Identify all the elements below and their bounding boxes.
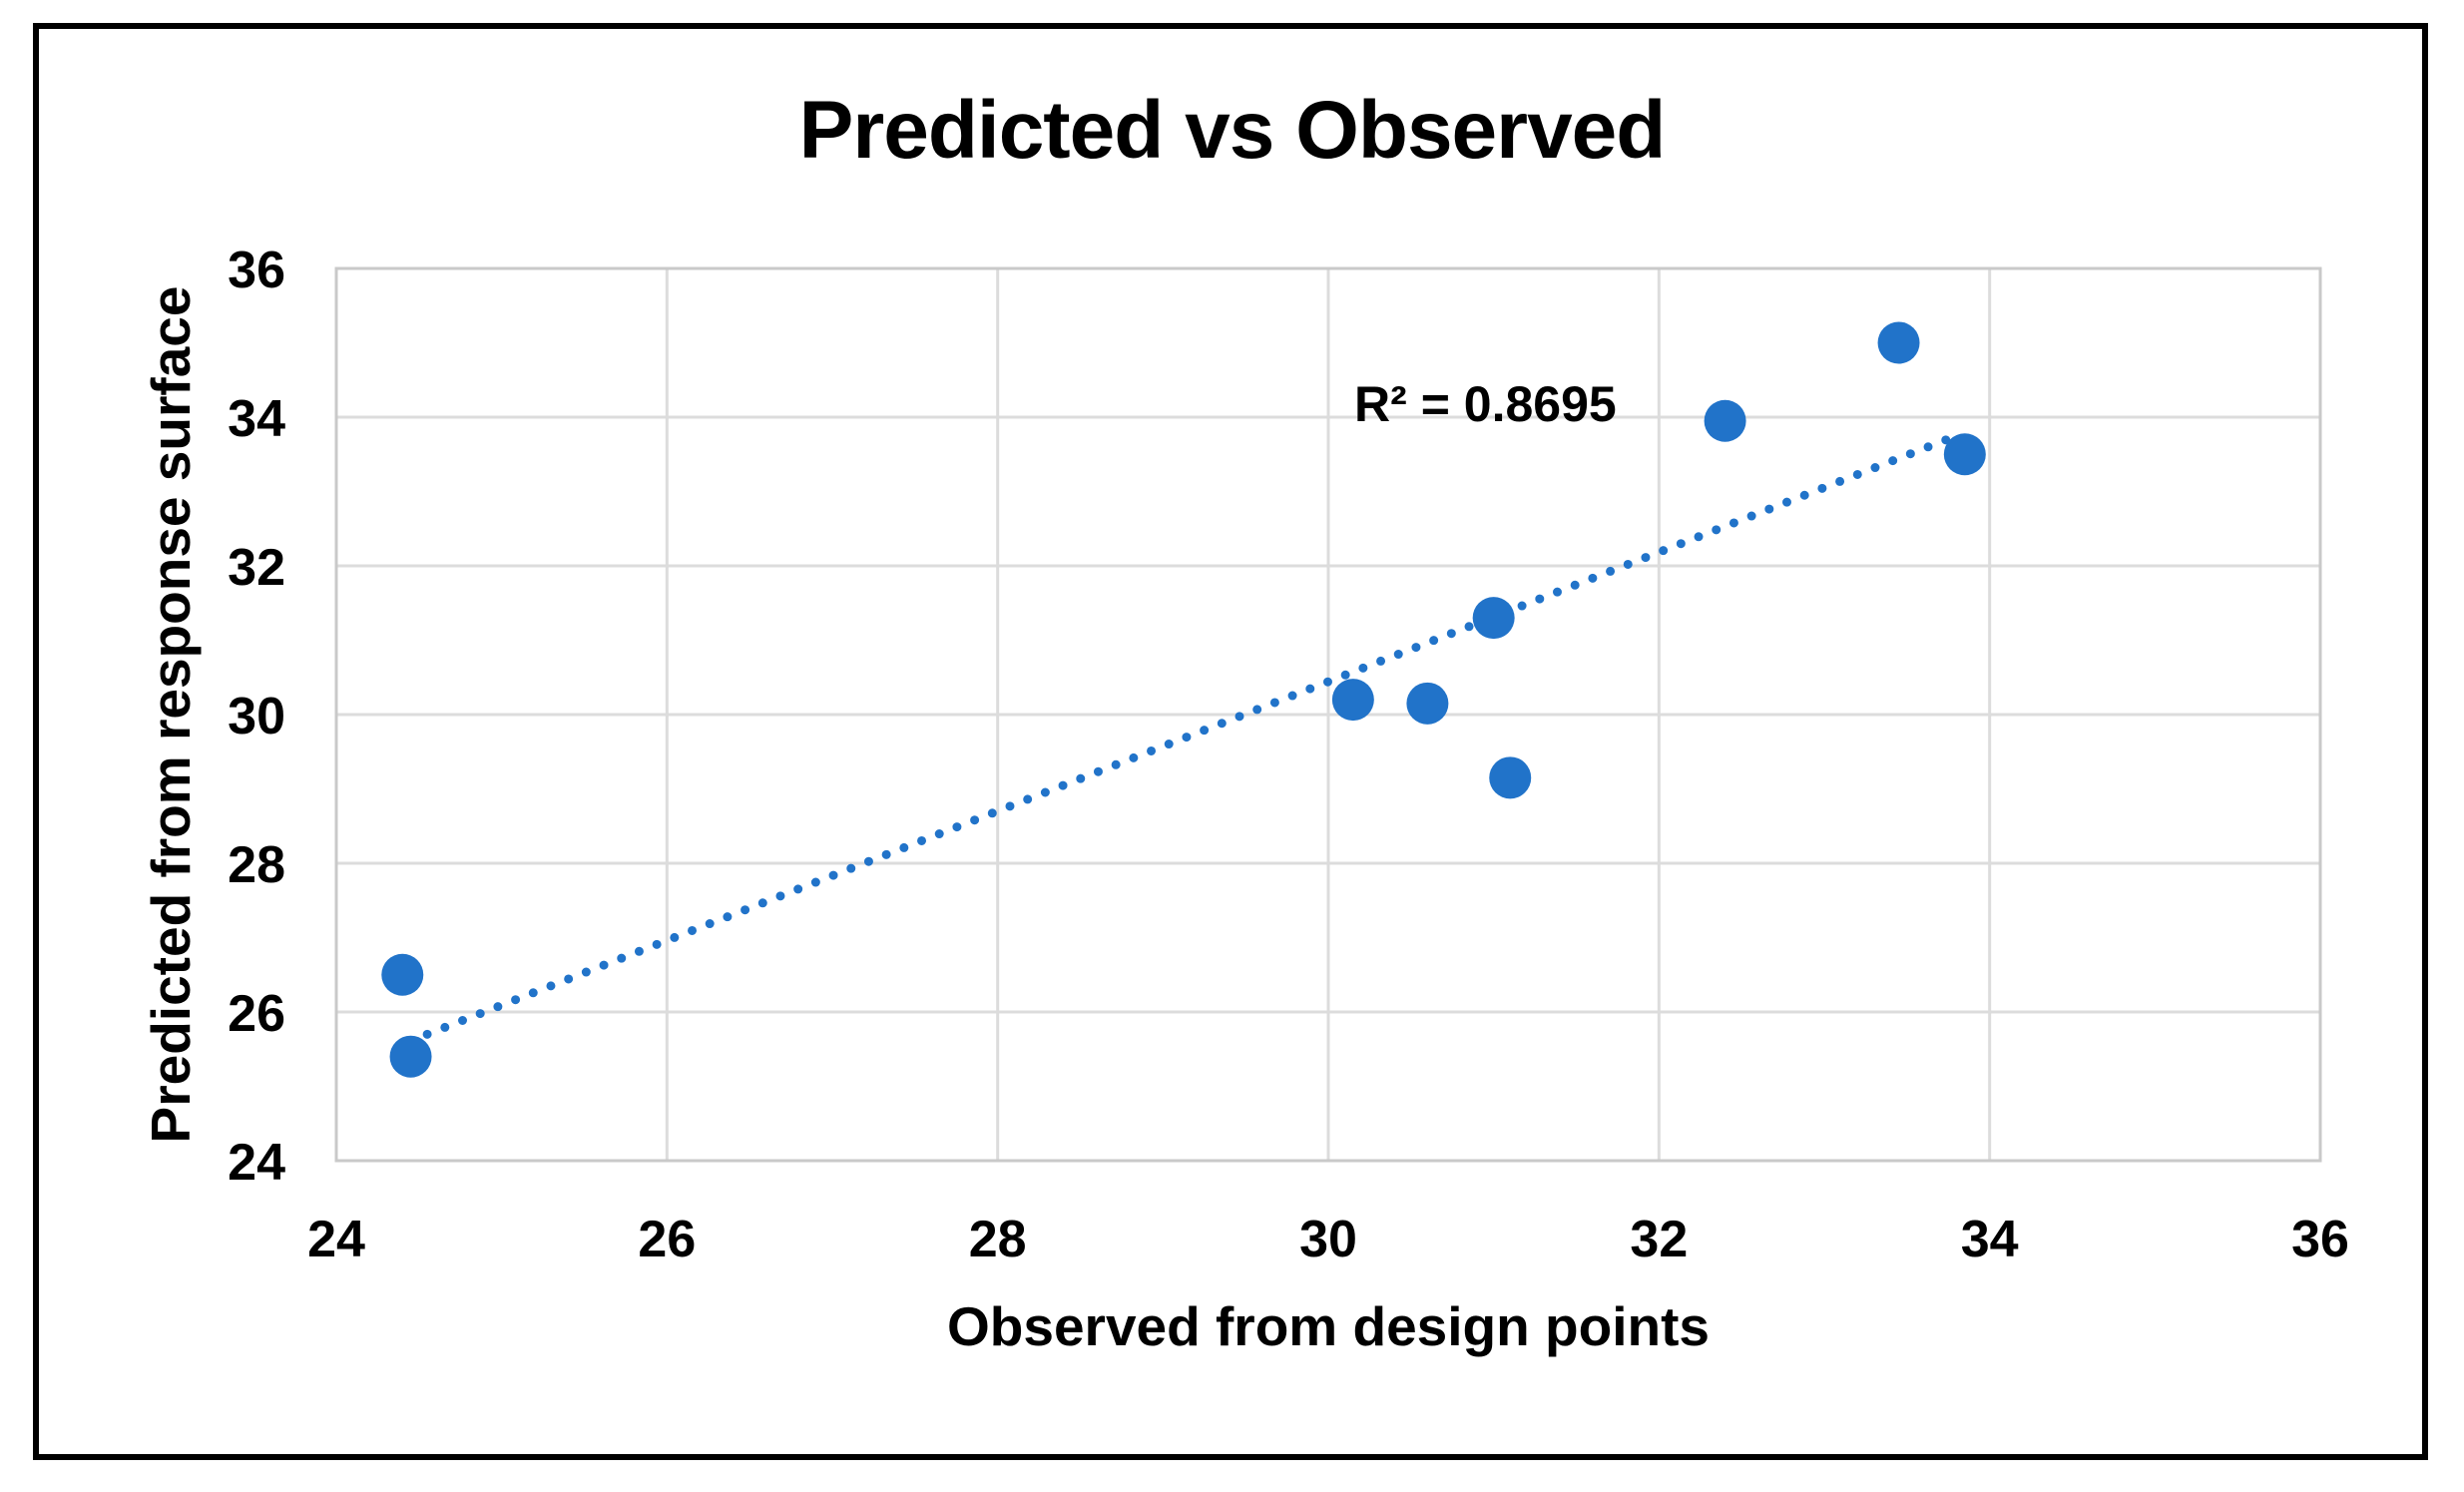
chart-title: Predicted vs Observed <box>798 85 1667 176</box>
y-axis-tick-label: 36 <box>228 242 285 299</box>
x-axis-tick-label: 28 <box>969 1211 1027 1268</box>
x-axis-tick-label: 26 <box>638 1211 696 1268</box>
r-squared-label: R² = 0.8695 <box>1354 375 1617 432</box>
x-axis-tick-label: 24 <box>307 1211 365 1268</box>
plot-border <box>334 266 2322 1163</box>
data-point <box>381 953 424 996</box>
x-axis-tick-label: 36 <box>2291 1211 2349 1268</box>
x-axis-tick-label: 34 <box>1961 1211 2019 1268</box>
chart-frame <box>33 23 2428 1460</box>
y-axis-tick-label: 32 <box>228 539 285 597</box>
data-point <box>1406 682 1449 725</box>
data-point <box>389 1035 432 1078</box>
trend-line <box>422 431 1962 1039</box>
x-axis-title: Observed from design points <box>946 1295 1710 1357</box>
data-point <box>1704 399 1746 442</box>
data-point <box>1943 433 1986 476</box>
data-point <box>1331 679 1374 722</box>
y-axis-tick-label: 26 <box>228 985 285 1043</box>
data-point <box>1877 321 1920 364</box>
y-axis-tick-label: 24 <box>228 1134 285 1192</box>
x-axis-tick-label: 30 <box>1299 1211 1357 1268</box>
data-point <box>1472 597 1515 640</box>
y-axis-tick-label: 30 <box>228 688 285 746</box>
x-axis-tick-label: 32 <box>1630 1211 1688 1268</box>
data-point <box>1489 756 1532 799</box>
y-axis-tick-label: 28 <box>228 836 285 894</box>
y-axis-tick-label: 34 <box>228 390 285 448</box>
y-axis-title: Predicted from response surface <box>140 285 202 1144</box>
